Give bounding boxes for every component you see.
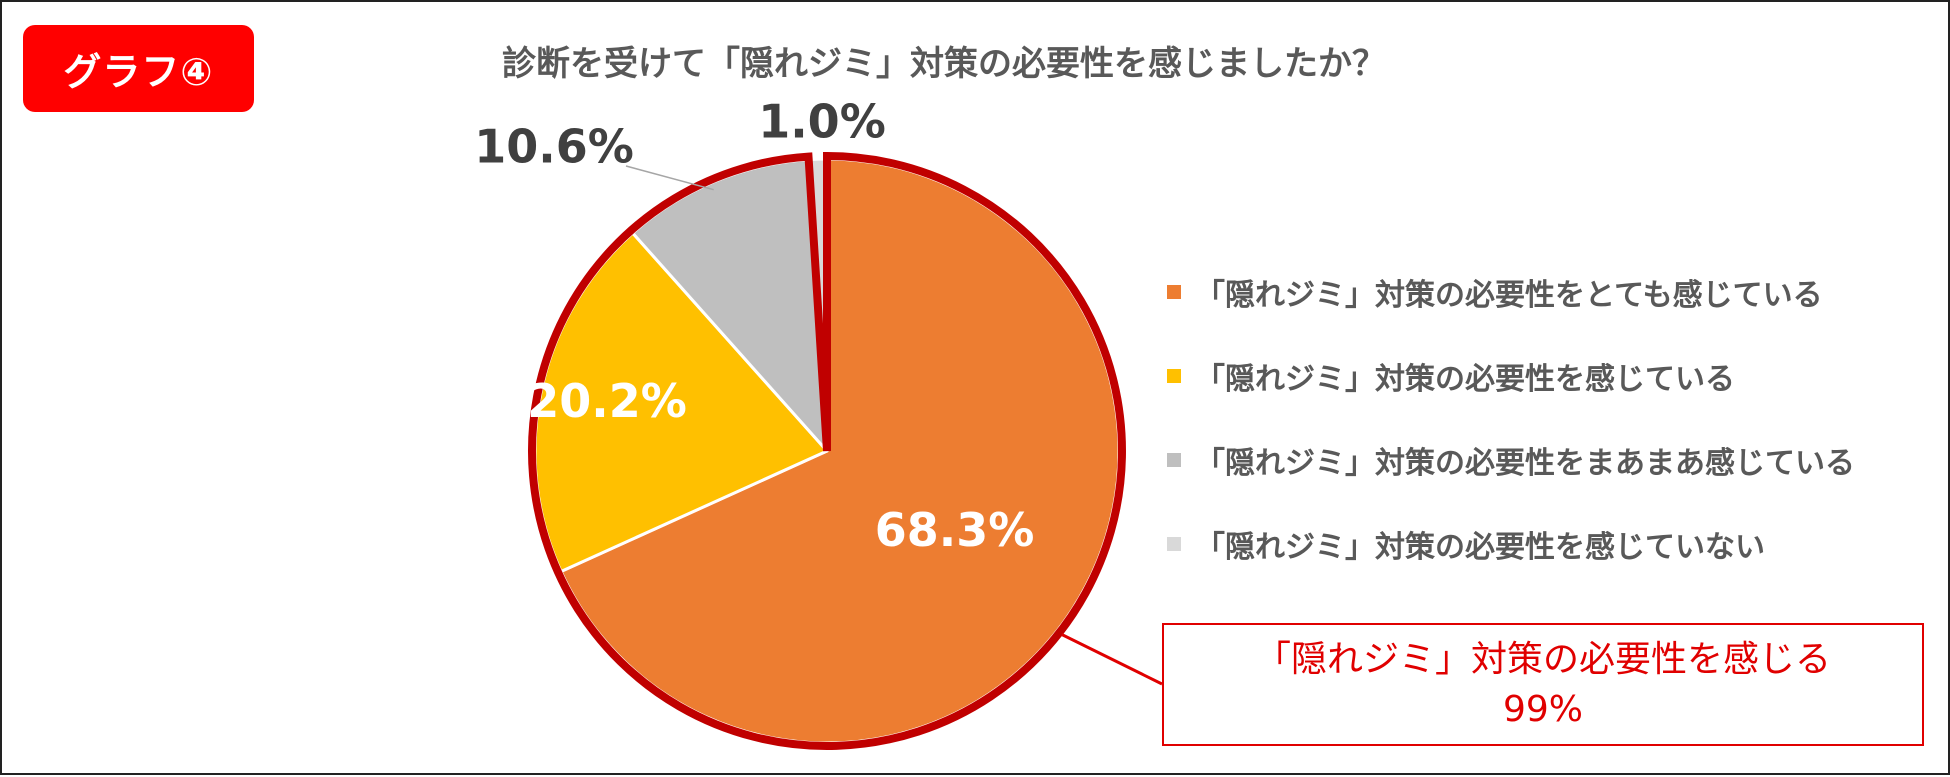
legend-item-not-feel: 「隠れジミ」対策の必要性を感じていない (1167, 502, 1855, 586)
chart-legend: 「隠れジミ」対策の必要性をとても感じている 「隠れジミ」対策の必要性を感じている… (1167, 250, 1855, 586)
data-label: 20.2% (527, 374, 687, 428)
legend-swatch (1167, 453, 1181, 467)
data-labels: 68.3% 20.2% 10.6% 1.0% (474, 95, 1034, 557)
legend-item-very-much: 「隠れジミ」対策の必要性をとても感じている (1167, 250, 1855, 334)
data-label: 10.6% (474, 120, 634, 174)
legend-label: 「隠れジミ」対策の必要性をとても感じている (1195, 278, 1823, 313)
chart-title: 診断を受けて「隠れジミ」対策の必要性を感じましたか？ (502, 44, 1386, 84)
leader-lines (625, 165, 1163, 686)
leader-line (625, 165, 714, 191)
highlight-outline (528, 151, 1126, 750)
callout-text: 「隠れジミ」対策の必要性を感じる (1254, 639, 1831, 680)
legend-label: 「隠れジミ」対策の必要性をまあまあ感じている (1195, 446, 1855, 481)
legend-swatch (1167, 369, 1181, 383)
highlight-outline-path (528, 151, 1126, 750)
callout-value: 99% (1502, 689, 1583, 730)
legend-label: 「隠れジミ」対策の必要性を感じている (1195, 362, 1735, 397)
data-label: 68.3% (875, 503, 1035, 557)
legend-swatch (1167, 285, 1181, 299)
legend-item-somewhat: 「隠れジミ」対策の必要性をまあまあ感じている (1167, 418, 1855, 502)
legend-label: 「隠れジミ」対策の必要性を感じていない (1195, 530, 1765, 565)
legend-item-feel: 「隠れジミ」対策の必要性を感じている (1167, 334, 1855, 418)
legend-swatch (1167, 537, 1181, 551)
graph-number-badge: グラフ④ (23, 25, 254, 112)
callout-leader-line (1061, 633, 1163, 686)
data-label: 1.0% (758, 95, 886, 149)
callout-box: 「隠れジミ」対策の必要性を感じる 99% (1162, 623, 1924, 746)
